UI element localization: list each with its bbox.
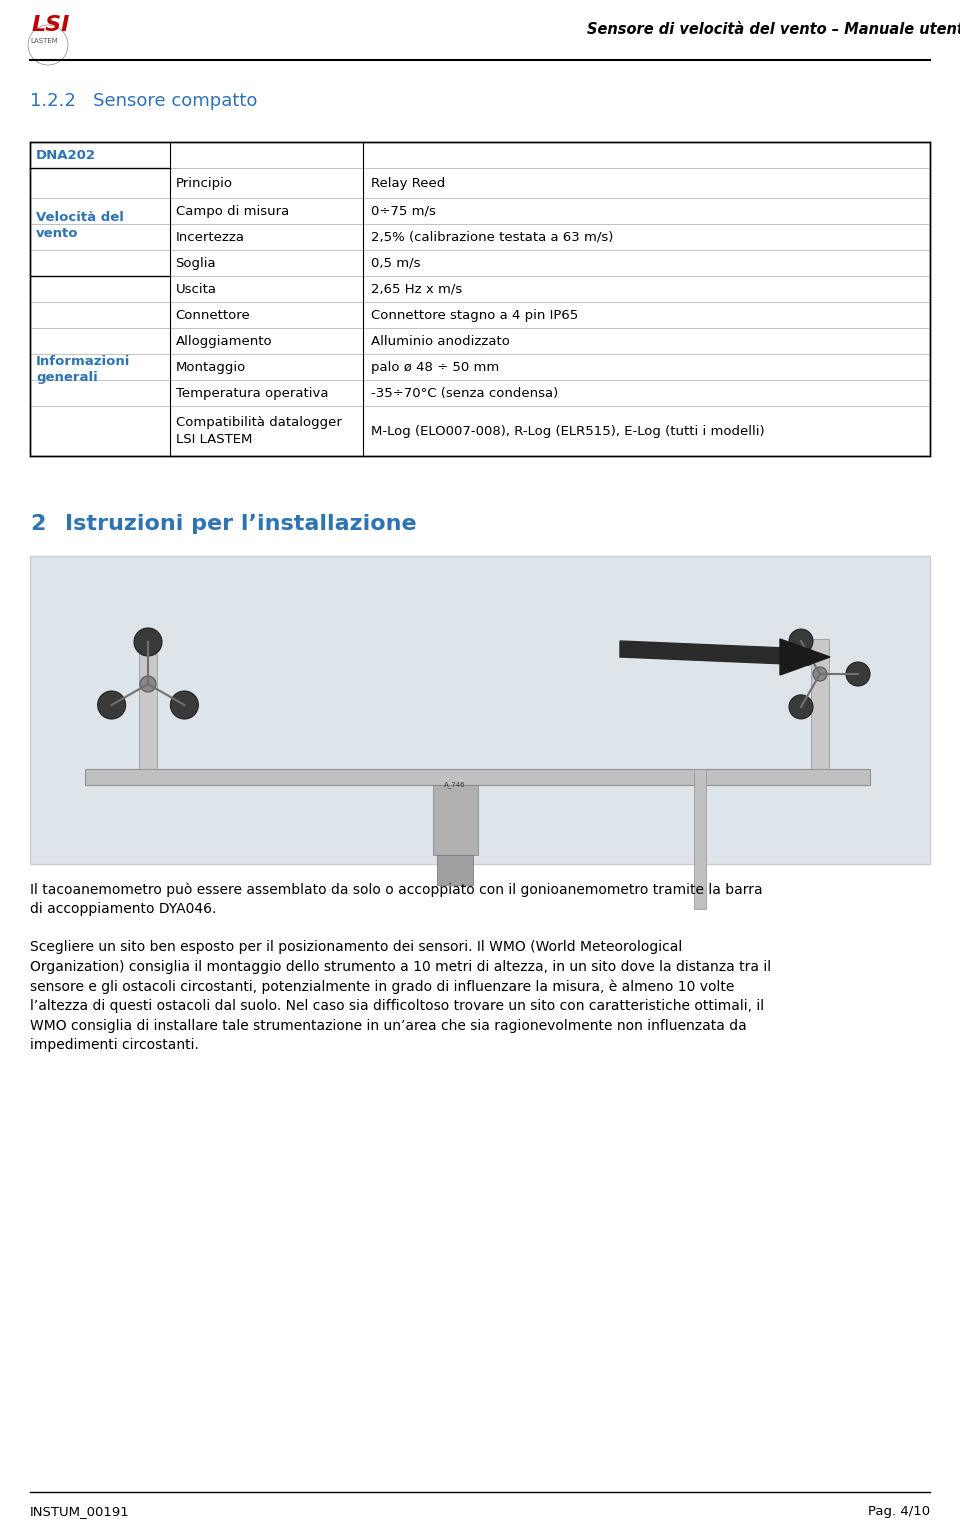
Text: Connettore stagno a 4 pin IP65: Connettore stagno a 4 pin IP65 — [371, 309, 578, 321]
Circle shape — [789, 694, 813, 719]
Circle shape — [813, 667, 827, 681]
Text: Alluminio anodizzato: Alluminio anodizzato — [371, 335, 510, 347]
Text: Uscita: Uscita — [176, 282, 217, 295]
Text: Scegliere un sito ben esposto per il posizionamento dei sensori. Il WMO (World M: Scegliere un sito ben esposto per il pos… — [30, 940, 771, 1052]
Text: 0,5 m/s: 0,5 m/s — [371, 256, 420, 270]
Circle shape — [140, 676, 156, 691]
Circle shape — [846, 663, 870, 685]
Text: 1.2.2   Sensore compatto: 1.2.2 Sensore compatto — [30, 91, 257, 110]
Text: LSI: LSI — [32, 15, 70, 35]
FancyBboxPatch shape — [30, 556, 930, 864]
Text: Connettore: Connettore — [176, 309, 251, 321]
Text: generali: generali — [36, 370, 98, 384]
Text: vento: vento — [36, 227, 79, 239]
Text: palo ø 48 ÷ 50 mm: palo ø 48 ÷ 50 mm — [371, 361, 499, 373]
Text: Incertezza: Incertezza — [176, 230, 245, 244]
FancyBboxPatch shape — [811, 640, 829, 769]
Text: LASTEM: LASTEM — [30, 38, 58, 44]
Text: 2,65 Hz x m/s: 2,65 Hz x m/s — [371, 282, 463, 295]
Text: Sensore di velocità del vento – Manuale utente: Sensore di velocità del vento – Manuale … — [587, 21, 960, 37]
Text: DNA202: DNA202 — [36, 149, 96, 161]
Text: Montaggio: Montaggio — [176, 361, 246, 373]
Text: 2,5% (calibrazione testata a 63 m/s): 2,5% (calibrazione testata a 63 m/s) — [371, 230, 613, 244]
Text: Pag. 4/10: Pag. 4/10 — [868, 1505, 930, 1518]
Text: INSTUM_00191: INSTUM_00191 — [30, 1505, 130, 1518]
Text: Compatibilità datalogger: Compatibilità datalogger — [176, 416, 342, 429]
Text: M-Log (ELO007-008), R-Log (ELR515), E-Log (tutti i modelli): M-Log (ELO007-008), R-Log (ELR515), E-Lo… — [371, 425, 764, 437]
Circle shape — [170, 691, 199, 719]
Text: 2: 2 — [30, 513, 45, 535]
Circle shape — [789, 629, 813, 653]
Text: Il tacoanemometro può essere assemblato da solo o accoppiato con il gonioanemome: Il tacoanemometro può essere assemblato … — [30, 882, 762, 915]
Polygon shape — [780, 640, 830, 675]
Text: Principio: Principio — [176, 177, 232, 189]
FancyBboxPatch shape — [437, 854, 473, 885]
Text: 0÷75 m/s: 0÷75 m/s — [371, 204, 436, 218]
Circle shape — [134, 627, 162, 656]
FancyBboxPatch shape — [433, 784, 478, 854]
Polygon shape — [620, 641, 810, 666]
FancyBboxPatch shape — [694, 769, 706, 909]
FancyBboxPatch shape — [85, 769, 870, 784]
Text: A_746: A_746 — [444, 781, 466, 789]
Text: Alloggiamento: Alloggiamento — [176, 335, 272, 347]
Circle shape — [98, 691, 126, 719]
Text: Soglia: Soglia — [176, 256, 216, 270]
Text: Istruzioni per l’installazione: Istruzioni per l’installazione — [65, 513, 417, 535]
Text: -35÷70°C (senza condensa): -35÷70°C (senza condensa) — [371, 387, 559, 399]
Text: LSI LASTEM: LSI LASTEM — [176, 433, 252, 446]
Text: Campo di misura: Campo di misura — [176, 204, 289, 218]
FancyBboxPatch shape — [139, 653, 157, 769]
Text: Relay Reed: Relay Reed — [371, 177, 445, 189]
Text: Informazioni: Informazioni — [36, 355, 131, 367]
Text: Velocità del: Velocità del — [36, 210, 124, 224]
Text: Temperatura operativa: Temperatura operativa — [176, 387, 328, 399]
FancyBboxPatch shape — [30, 142, 930, 455]
